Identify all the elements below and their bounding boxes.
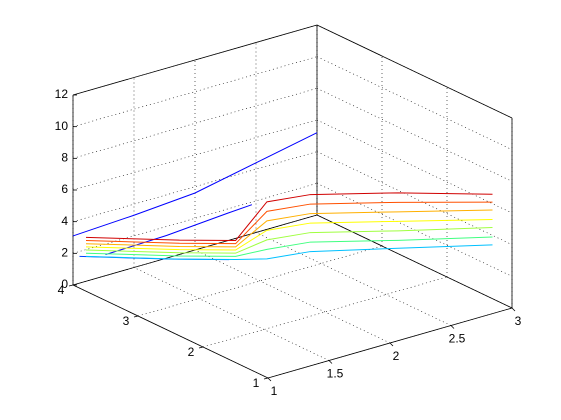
line: [85, 219, 493, 251]
x-tick-label: 2: [393, 349, 400, 363]
y-tick: [198, 346, 204, 349]
x-tick-label: 1.5: [327, 367, 344, 381]
line: [85, 209, 493, 248]
x-tick: [328, 360, 333, 364]
x-tick-label: 1: [271, 384, 278, 398]
y-tick: [133, 315, 139, 318]
grid-line: [316, 119, 513, 214]
grid-line: [316, 151, 513, 245]
x-tick: [267, 377, 272, 382]
z-tick-label: 4: [61, 214, 68, 228]
box-edge: [72, 24, 318, 96]
y-tick-label: 3: [123, 314, 130, 328]
line: [85, 236, 493, 257]
y-tick-label: 1: [253, 376, 260, 390]
grid-line: [133, 267, 330, 361]
grid-line: [316, 56, 513, 150]
grid-line: [194, 249, 391, 344]
grid-line: [72, 88, 318, 159]
z-tick-label: 2: [61, 246, 68, 260]
line: [85, 201, 493, 245]
grid-line: [255, 232, 452, 326]
grid-line: [72, 151, 318, 222]
x-tick-label: 3: [515, 314, 522, 328]
grid-line: [316, 24, 513, 119]
x-tick: [450, 325, 455, 329]
grid-line: [316, 214, 513, 309]
y-tick: [263, 377, 269, 380]
z-tick-label: 0: [61, 277, 68, 291]
line: [72, 132, 318, 237]
grid-line: [316, 88, 513, 182]
y-tick-label: 4: [58, 283, 65, 297]
x-tick-label: 2.5: [449, 332, 466, 346]
line: [85, 226, 493, 254]
grid-line: [72, 56, 318, 127]
z-tick-label: 6: [61, 182, 68, 196]
line: [85, 244, 493, 261]
y-tick: [68, 284, 74, 287]
x-tick: [389, 342, 394, 347]
z-tick-label: 12: [55, 87, 69, 101]
grid-line: [72, 119, 318, 191]
line: [85, 192, 493, 242]
x-tick: [511, 307, 516, 312]
grid-line: [72, 284, 269, 379]
y-tick-label: 2: [188, 345, 195, 359]
z-tick-label: 10: [55, 119, 69, 133]
z-tick-label: 8: [61, 151, 68, 165]
